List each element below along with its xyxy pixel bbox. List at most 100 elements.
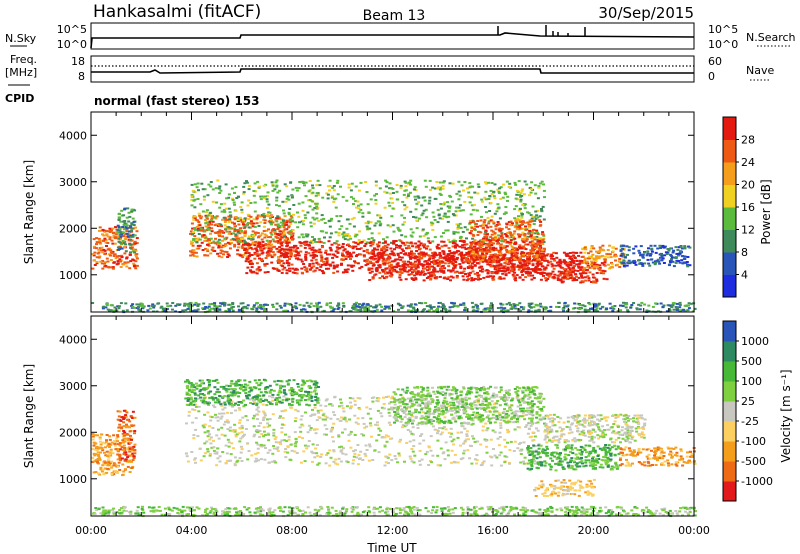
scatter-cell: [536, 250, 540, 253]
scatter-cell: [613, 255, 616, 258]
scatter-cell: [523, 266, 527, 269]
scatter-cell: [452, 252, 456, 255]
scatter-cell: [252, 222, 256, 225]
scatter-cell: [317, 250, 321, 252]
scatter-cell: [287, 240, 291, 243]
scatter-cell: [521, 188, 525, 191]
scatter-cell: [491, 255, 495, 258]
scatter-cell: [293, 272, 297, 274]
scatter-cell: [451, 302, 455, 305]
scatter-cell: [678, 304, 682, 306]
scatter-cell: [483, 259, 487, 262]
scatter-cell: [350, 182, 354, 185]
scatter-cell: [688, 264, 692, 267]
scatter-cell: [265, 229, 269, 232]
colorbar-tick-label: 8: [741, 246, 748, 259]
scatter-cell: [245, 224, 249, 226]
scatter-cell: [533, 237, 537, 239]
scatter-cell: [351, 305, 355, 307]
scatter-cell: [488, 210, 492, 212]
scatter-cell: [489, 254, 493, 257]
scatter-cell: [403, 208, 407, 211]
scatter-cell: [439, 254, 443, 257]
scatter-cell: [447, 238, 451, 241]
scatter-cell: [451, 257, 455, 260]
scatter-cell: [563, 301, 567, 304]
scatter-cell: [261, 251, 265, 254]
scatter-cell: [338, 228, 342, 231]
scatter-cell: [130, 466, 134, 469]
scatter-cell: [575, 275, 578, 278]
scatter-cell: [360, 306, 364, 309]
scatter-cell: [513, 304, 517, 307]
scatter-cell: [531, 247, 535, 250]
scatter-cell: [378, 214, 382, 217]
scatter-cell: [223, 210, 227, 213]
scatter-cell: [274, 181, 278, 184]
scatter-cell: [301, 180, 305, 183]
scatter-cell: [109, 266, 113, 269]
scatter-cell: [674, 256, 678, 259]
scatter-cell: [613, 305, 617, 307]
scatter-cell: [433, 236, 437, 239]
scatter-cell: [305, 270, 309, 273]
scatter-cell: [592, 280, 596, 283]
scatter-cell: [243, 233, 247, 236]
scatter-cell: [468, 220, 472, 223]
scatter-cell: [447, 265, 451, 268]
scatter-cell: [198, 214, 202, 217]
scatter-cell: [398, 276, 402, 279]
scatter-cell: [459, 209, 463, 212]
scatter-cell: [538, 224, 542, 227]
scatter-cell: [583, 305, 587, 308]
scatter-cell: [304, 216, 308, 219]
scatter-cell: [123, 439, 127, 442]
scatter-cell: [472, 203, 476, 206]
scatter-cell: [369, 305, 373, 308]
scatter-cell: [516, 233, 520, 236]
scatter-cell: [429, 221, 433, 224]
scatter-cell: [518, 194, 522, 196]
scatter-cell: [540, 258, 544, 261]
scatter-cell: [362, 239, 366, 242]
scatter-cell: [285, 185, 289, 188]
scatter-cell: [632, 252, 636, 255]
scatter-cell: [122, 228, 126, 231]
scatter-cell: [206, 243, 209, 246]
scatter-cell: [279, 254, 283, 257]
scatter-cell: [500, 227, 504, 230]
scatter-cell: [355, 233, 359, 236]
scatter-cell: [291, 188, 295, 191]
scatter-cell: [473, 191, 477, 194]
scatter-cell: [524, 243, 528, 246]
scatter-cell: [191, 227, 195, 230]
scatter-cell: [234, 186, 238, 189]
scatter-cell: [114, 448, 118, 451]
scatter-cell: [503, 246, 507, 249]
scatter-cell: [391, 224, 395, 227]
scatter-cell: [116, 440, 119, 443]
scatter-cell: [637, 303, 641, 306]
scatter-cell: [248, 254, 252, 257]
scatter-cell: [432, 255, 436, 258]
scatter-cell: [265, 254, 269, 257]
scatter-cell: [382, 270, 385, 273]
colorbar-swatch: [723, 274, 736, 298]
scatter-cell: [228, 303, 232, 306]
scatter-cell: [380, 247, 384, 250]
scatter-cell: [105, 233, 109, 236]
scatter-cell: [374, 180, 378, 183]
scatter-cell: [658, 244, 662, 247]
scatter-cell: [492, 190, 496, 193]
scatter-cell: [479, 260, 482, 263]
scatter-cell: [497, 207, 501, 210]
scatter-cell: [467, 248, 471, 251]
freq-strip-frame: [90, 55, 695, 83]
scatter-cell: [255, 272, 259, 275]
scatter-cell: [189, 230, 193, 233]
scatter-cell: [355, 254, 359, 256]
scatter-cell: [117, 426, 121, 429]
scatter-cell: [518, 235, 522, 238]
scatter-cell: [647, 247, 650, 250]
scatter-cell: [229, 226, 233, 229]
